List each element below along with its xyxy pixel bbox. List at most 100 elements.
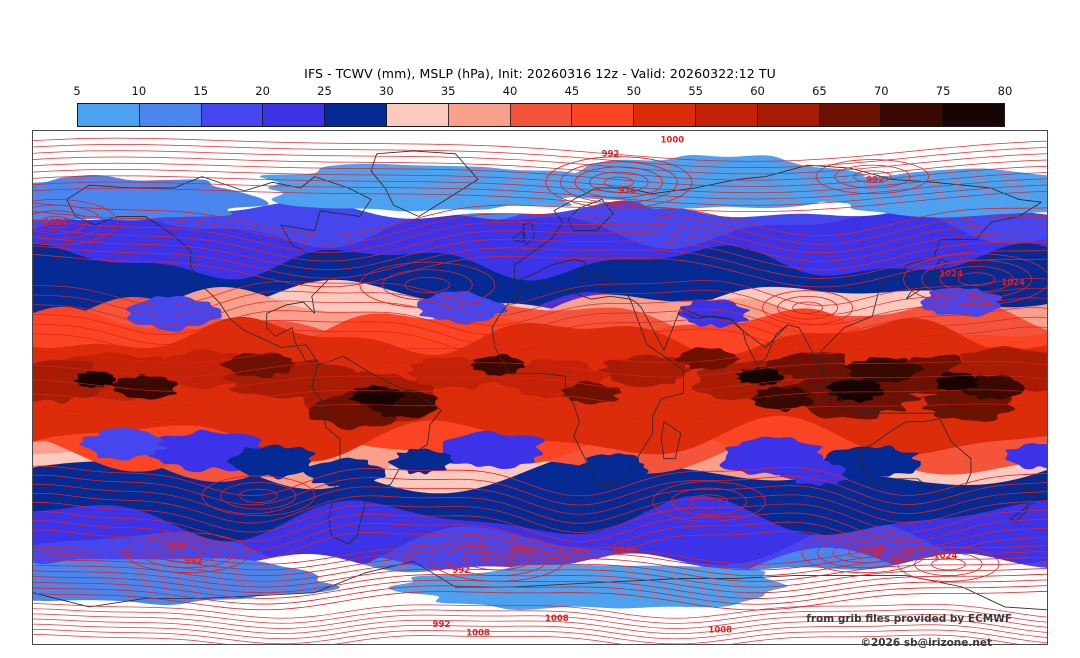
isobar: [33, 579, 1047, 599]
isobar: [33, 346, 1047, 364]
isobar-label: 992: [433, 619, 451, 629]
isobar: [817, 537, 911, 569]
isobar: [201, 475, 316, 517]
colorbar-band-10: [139, 104, 202, 126]
world-map: 1024 1000 992 976 992 1024 1024 1008 992 1000 992 1…: [33, 131, 1047, 644]
colorbar-band-75: [943, 104, 1004, 126]
isobar-label: 1008: [162, 542, 186, 552]
isobar: [921, 259, 1032, 299]
isobar: [33, 156, 1047, 181]
isobar: [33, 169, 1047, 194]
isobar: [671, 487, 747, 516]
isobar: [39, 216, 72, 229]
isobar-label: 1024: [1001, 277, 1025, 287]
isobar: [33, 150, 1047, 175]
isobar-label: 976: [618, 186, 636, 196]
isobar: [574, 166, 664, 199]
tcwv-patch: [577, 453, 649, 482]
coastline-path: [807, 372, 963, 414]
isobar-label: 1024: [939, 268, 963, 278]
isobar: [429, 535, 566, 582]
colorbar-band-65: [819, 104, 882, 126]
isobar: [33, 511, 1047, 542]
isobar: [220, 482, 297, 510]
isobar: [33, 211, 1047, 245]
isobar-label: 1008: [708, 625, 732, 635]
isobar: [33, 228, 1047, 262]
colorbar-tick-30: 30: [379, 84, 394, 98]
tcwv-patch: [33, 175, 269, 221]
colorbar-tick-75: 75: [935, 84, 951, 98]
isobar: [939, 266, 1014, 293]
isobar: [33, 585, 1047, 605]
isobar: [545, 156, 693, 209]
coastline-path: [1009, 484, 1042, 522]
tcwv-patch: [470, 353, 526, 376]
tcwv-patch: [677, 299, 750, 328]
colorbar-band-5: [78, 104, 140, 126]
isobar-label: 1008: [466, 627, 490, 637]
isobar: [897, 546, 1000, 582]
isobar: [902, 253, 1047, 306]
isobar: [33, 287, 1047, 317]
isobar-label: 1008: [545, 613, 569, 623]
isobar-label: 992: [866, 174, 884, 184]
isobar: [33, 175, 1047, 200]
isobar-label: 1024: [934, 551, 958, 561]
isobar: [762, 290, 854, 326]
tcwv-patch: [110, 374, 179, 400]
tcwv-patch: [750, 386, 814, 413]
tcwv-patch: [301, 457, 386, 487]
isobar: [33, 360, 1047, 378]
colorbar-tick-labels: 5 10 15 20 25 30 35 40 45 50 55 60 65 70 75 80: [73, 84, 1012, 100]
isobar: [33, 618, 1047, 635]
colorbar-tick-35: 35: [440, 84, 456, 98]
isobar: [125, 532, 251, 574]
coastline-path: [567, 199, 614, 232]
isobar: [463, 546, 532, 571]
colorbar-tick-60: 60: [750, 84, 765, 98]
isobar: [33, 550, 1047, 571]
isobar: [33, 316, 1047, 346]
mslp-isobars: [33, 137, 1047, 644]
isobar: [33, 297, 1047, 326]
coastline-path: [491, 284, 685, 485]
coastlines: [33, 150, 1047, 611]
isobar: [33, 137, 1047, 162]
isobar: [33, 483, 1047, 515]
isobar-label: 1008: [613, 545, 637, 555]
colorbar-band-60: [757, 104, 820, 126]
tcwv-field: [33, 131, 1047, 644]
colorbar-band-70: [881, 104, 944, 126]
isobar: [603, 176, 634, 188]
isobar: [559, 161, 678, 204]
colorbar-tick-15: 15: [193, 84, 209, 98]
coastline-path: [514, 164, 1042, 386]
colorbar-band-45: [572, 104, 635, 126]
tcwv-patch: [1005, 443, 1047, 470]
tcwv-patch: [735, 367, 785, 386]
isobar: [141, 537, 235, 569]
colorbar-band-30: [386, 104, 449, 126]
isobar: [792, 301, 824, 314]
coastline-path: [66, 176, 372, 363]
isobar: [33, 465, 1047, 497]
coastline-path: [33, 560, 1047, 611]
tcwv-patch: [441, 430, 545, 469]
colorbar: 5 10 15 20 25 30 35 40 45 50 55 60 65 70 75 80: [73, 84, 1012, 127]
coastline-path: [522, 221, 535, 246]
isobar: [834, 164, 911, 189]
copyright-credit: ©2026 sb@irizone.net: [860, 637, 992, 649]
tcwv-patch: [794, 168, 1047, 218]
isobar: [480, 552, 516, 565]
isobar: [33, 389, 1047, 406]
isobar: [815, 159, 930, 195]
isobar: [33, 236, 1047, 271]
colorbar-band-50: [634, 104, 696, 126]
colorbar-tick-10: 10: [131, 84, 147, 98]
isobar-label: 1008: [861, 545, 885, 555]
tcwv-patch: [387, 448, 454, 475]
isobar: [33, 199, 118, 246]
isobar-label: 992: [602, 149, 620, 159]
isobar: [359, 261, 496, 309]
